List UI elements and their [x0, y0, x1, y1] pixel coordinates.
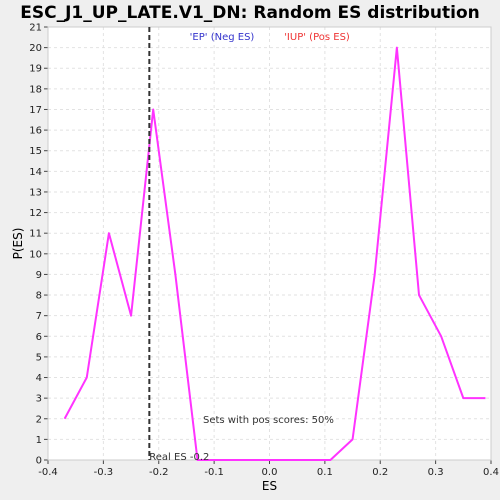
x-tick-label: 0.3	[428, 467, 444, 478]
y-tick-label: 1	[36, 435, 42, 446]
y-tick-label: 2	[36, 414, 42, 425]
y-tick-label: 9	[36, 270, 42, 281]
x-tick-label: 0.2	[372, 467, 388, 478]
y-tick-label: 6	[36, 332, 42, 343]
x-tick-label: 0.1	[317, 467, 333, 478]
y-tick-label: 15	[29, 146, 42, 157]
x-tick-label: -0.3	[94, 467, 114, 478]
y-tick-label: 10	[29, 249, 42, 260]
y-tick-label: 7	[36, 311, 42, 322]
y-tick-label: 0	[36, 456, 42, 467]
y-tick-label: 4	[36, 373, 42, 384]
legend-entry-iup: 'IUP' (Pos ES)	[284, 32, 350, 43]
x-axis-label: ES	[262, 479, 277, 493]
y-tick-label: 5	[36, 352, 42, 363]
y-axis-label: P(ES)	[11, 228, 25, 260]
series-layer	[63, 27, 486, 461]
y-tick-label: 20	[29, 43, 42, 54]
y-tick-label: 12	[29, 208, 42, 219]
x-tick-label: 0.0	[262, 467, 278, 478]
y-tick-label: 11	[29, 229, 42, 240]
y-tick-label: 17	[29, 105, 42, 116]
x-tick-label: -0.4	[38, 467, 58, 478]
y-tick-label: 14	[29, 167, 42, 178]
y-tick-label: 18	[29, 84, 42, 95]
y-tick-label: 16	[29, 126, 42, 137]
y-tick-label: 19	[29, 64, 42, 75]
pos-scores-annotation: Sets with pos scores: 50%	[203, 415, 334, 426]
y-tick-label: 21	[29, 23, 42, 34]
x-tick-label: -0.1	[204, 467, 224, 478]
real-es-label: Real ES -0.2	[149, 452, 209, 463]
y-tick-label: 3	[36, 394, 42, 405]
y-tick-label: 13	[29, 187, 42, 198]
legend-entry-ep: 'EP' (Neg ES)	[190, 32, 255, 43]
y-tick-label: 8	[36, 291, 42, 302]
x-tick-label: 0.4	[483, 467, 499, 478]
chart-title: ESC_J1_UP_LATE.V1_DN: Random ES distribu…	[20, 3, 480, 23]
series-line	[63, 46, 486, 461]
x-tick-label: -0.2	[149, 467, 169, 478]
